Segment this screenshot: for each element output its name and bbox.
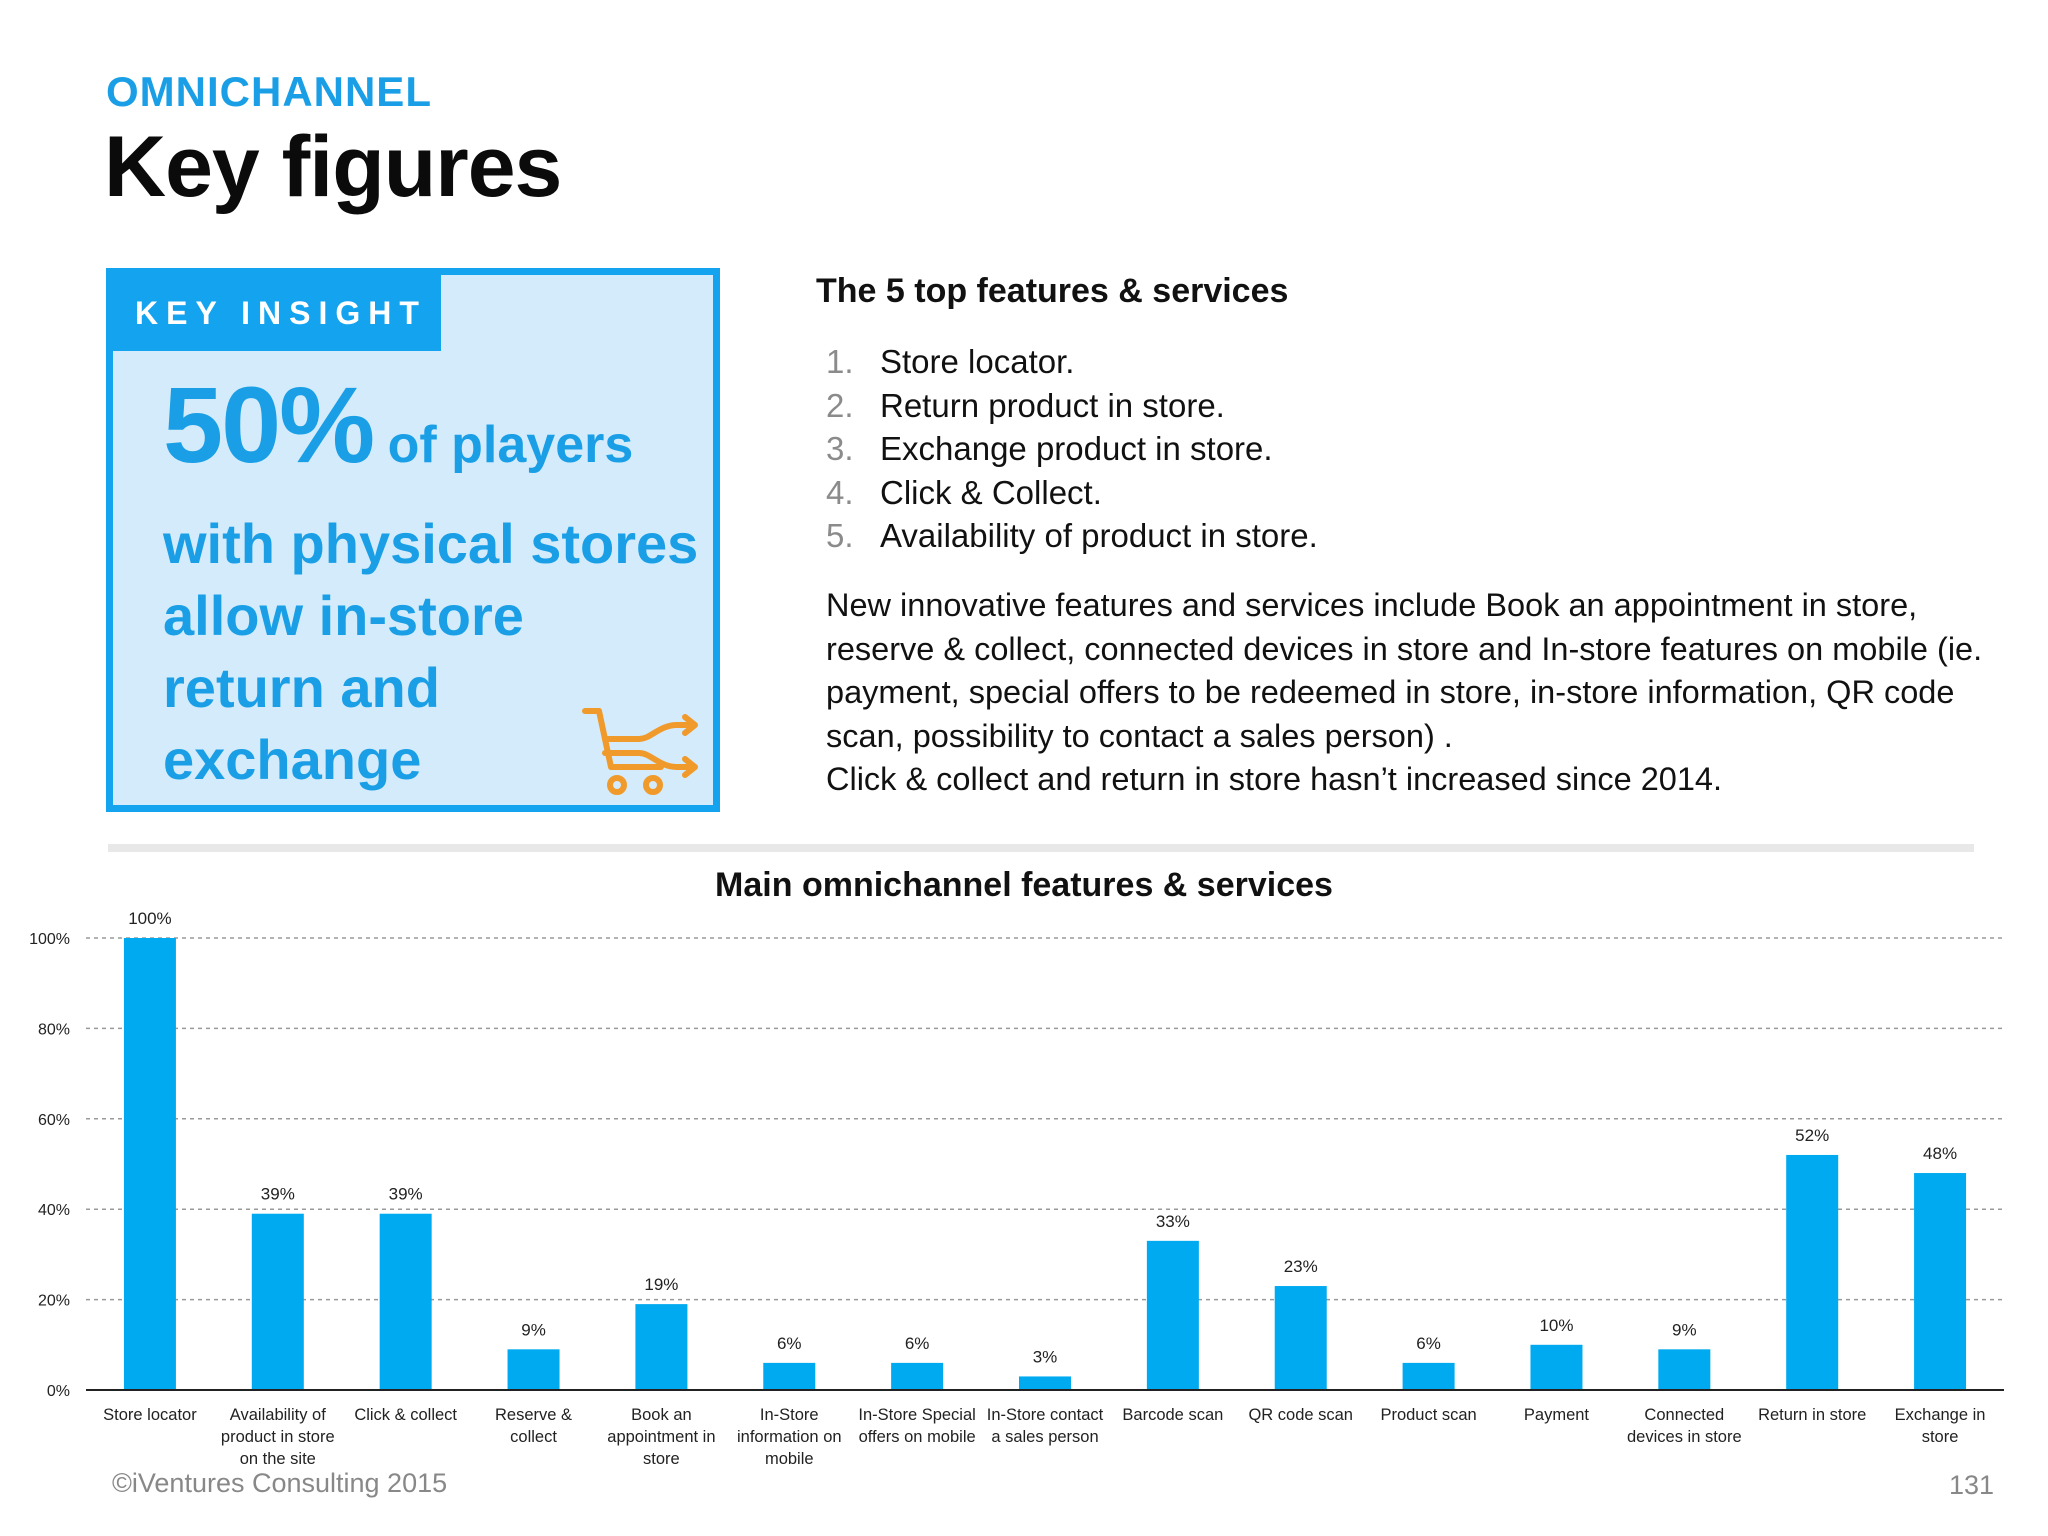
bar bbox=[1530, 1344, 1583, 1390]
list-item-number: 5. bbox=[826, 517, 854, 554]
bar-value-label: 33% bbox=[1156, 1212, 1190, 1231]
key-insight-text: 50% of players with physical stores allo… bbox=[163, 371, 703, 796]
bar bbox=[1914, 1173, 1967, 1390]
list-item: 3. Exchange product in store. bbox=[826, 427, 1318, 471]
x-tick-label: Reserve & bbox=[495, 1406, 572, 1424]
bar-value-label: 9% bbox=[1672, 1320, 1697, 1339]
bar-value-label: 6% bbox=[777, 1334, 802, 1353]
list-item-number: 2. bbox=[826, 386, 854, 424]
bar-value-label: 48% bbox=[1923, 1144, 1957, 1163]
bar-value-label: 19% bbox=[644, 1275, 678, 1294]
list-item-text: Availability of product in store. bbox=[880, 517, 1318, 554]
x-tick-label: Return in store bbox=[1758, 1406, 1866, 1424]
y-tick-label: 80% bbox=[38, 1021, 70, 1038]
page-title: Key figures bbox=[104, 119, 562, 215]
insight-line: return and bbox=[163, 656, 440, 719]
x-tick-label: mobile bbox=[765, 1450, 814, 1468]
bar-value-label: 6% bbox=[1416, 1334, 1441, 1353]
x-tick-label: Store locator bbox=[103, 1406, 197, 1424]
features-description: New innovative features and services inc… bbox=[826, 584, 2006, 802]
bar bbox=[1274, 1286, 1327, 1390]
insight-lead: of players bbox=[373, 416, 634, 474]
insight-line: exchange bbox=[163, 728, 422, 791]
bar bbox=[123, 938, 176, 1390]
bar-chart: 0% 20% 40% 60% 80% 100% 100% Store locator 39% Av… bbox=[29, 909, 2004, 1468]
x-tick-label: In-Store bbox=[760, 1406, 819, 1424]
list-item: 4. Click & Collect. bbox=[826, 471, 1318, 515]
top-features-list: 1. Store locator. 2. Return product in sto… bbox=[826, 340, 1318, 558]
bar bbox=[1786, 1154, 1839, 1390]
y-tick-label: 40% bbox=[38, 1202, 70, 1219]
insight-line: with physical stores bbox=[163, 512, 699, 575]
bar-value-label: 100% bbox=[128, 909, 171, 928]
x-tick-label: devices in store bbox=[1627, 1428, 1742, 1446]
list-item-number: 3. bbox=[826, 430, 854, 467]
x-tick-label: QR code scan bbox=[1248, 1406, 1353, 1424]
insight-line: allow in-store bbox=[163, 584, 524, 647]
list-item-text: Click & Collect. bbox=[880, 473, 1102, 511]
x-tick-label: collect bbox=[510, 1428, 557, 1446]
insight-big-value: 50% bbox=[163, 364, 375, 485]
list-item-text: Exchange product in store. bbox=[880, 430, 1273, 467]
y-tick-label: 100% bbox=[29, 931, 70, 948]
x-tick-label: appointment in bbox=[607, 1428, 715, 1446]
x-tick-label: information on bbox=[737, 1428, 842, 1446]
bar bbox=[1019, 1376, 1071, 1390]
x-tick-label: In-Store Special bbox=[858, 1406, 975, 1424]
description-paragraph: New innovative features and services inc… bbox=[826, 587, 1983, 754]
bar bbox=[507, 1349, 560, 1390]
bar bbox=[891, 1362, 944, 1390]
x-tick-label: Availability of bbox=[230, 1406, 326, 1424]
x-tick-label: Payment bbox=[1524, 1406, 1590, 1424]
list-item-text: Store locator. bbox=[880, 343, 1075, 380]
x-tick-label: Click & collect bbox=[354, 1406, 457, 1424]
list-item-number: 1. bbox=[826, 343, 854, 380]
y-tick-label: 60% bbox=[38, 1112, 70, 1129]
section-divider bbox=[108, 844, 1974, 852]
list-item: 5. Availability of product in store. bbox=[826, 514, 1318, 558]
bar bbox=[1658, 1349, 1711, 1390]
x-tick-label: offers on mobile bbox=[859, 1428, 976, 1446]
bar bbox=[1146, 1240, 1199, 1390]
copyright-footer: ©iVentures Consulting 2015 bbox=[112, 1468, 448, 1498]
bar bbox=[635, 1304, 688, 1390]
bar bbox=[251, 1213, 304, 1390]
x-tick-label: product in store bbox=[221, 1428, 335, 1446]
bar-value-label: 3% bbox=[1033, 1347, 1058, 1366]
x-tick-label: on the site bbox=[240, 1450, 316, 1468]
x-tick-label: Product scan bbox=[1380, 1406, 1476, 1424]
bar bbox=[379, 1213, 432, 1390]
chart-title: Main omnichannel features & services bbox=[715, 866, 1333, 904]
bar-value-label: 39% bbox=[261, 1185, 295, 1204]
bar-value-label: 9% bbox=[521, 1320, 546, 1339]
list-item: 1. Store locator. bbox=[826, 340, 1318, 384]
y-tick-label: 0% bbox=[47, 1383, 70, 1400]
shopping-cart-shuffle-icon bbox=[582, 708, 698, 795]
key-insight-tab: KEY INSIGHT bbox=[113, 275, 441, 351]
x-tick-label: store bbox=[1922, 1428, 1959, 1446]
bar-value-label: 52% bbox=[1795, 1126, 1829, 1145]
list-item-text: Return product in store. bbox=[880, 386, 1225, 424]
description-note: Click & collect and return in store hasn… bbox=[826, 761, 1723, 797]
bar-value-label: 39% bbox=[389, 1185, 423, 1204]
x-tick-label: Barcode scan bbox=[1122, 1406, 1223, 1424]
list-item: 2. Return product in store. bbox=[826, 384, 1318, 428]
x-tick-label: Exchange in bbox=[1895, 1406, 1986, 1424]
bar bbox=[763, 1362, 816, 1390]
top-features-heading: The 5 top features & services bbox=[816, 272, 1289, 310]
x-tick-label: Book an bbox=[631, 1406, 692, 1424]
x-tick-label: store bbox=[643, 1450, 680, 1468]
x-tick-label: Connected bbox=[1644, 1406, 1724, 1424]
page-number: 131 bbox=[1948, 1470, 1994, 1500]
key-insight-box: KEY INSIGHT 50% of players with physical… bbox=[106, 268, 720, 812]
bar bbox=[1402, 1362, 1455, 1390]
bar-value-label: 10% bbox=[1539, 1316, 1573, 1335]
bar-value-label: 23% bbox=[1284, 1257, 1318, 1276]
x-tick-label: In-Store contact bbox=[987, 1406, 1104, 1424]
list-item-number: 4. bbox=[826, 473, 854, 511]
y-tick-label: 20% bbox=[38, 1293, 70, 1310]
x-tick-label: a sales person bbox=[991, 1428, 1098, 1446]
section-kicker: OMNICHANNEL bbox=[106, 68, 432, 115]
bar-value-label: 6% bbox=[905, 1334, 930, 1353]
